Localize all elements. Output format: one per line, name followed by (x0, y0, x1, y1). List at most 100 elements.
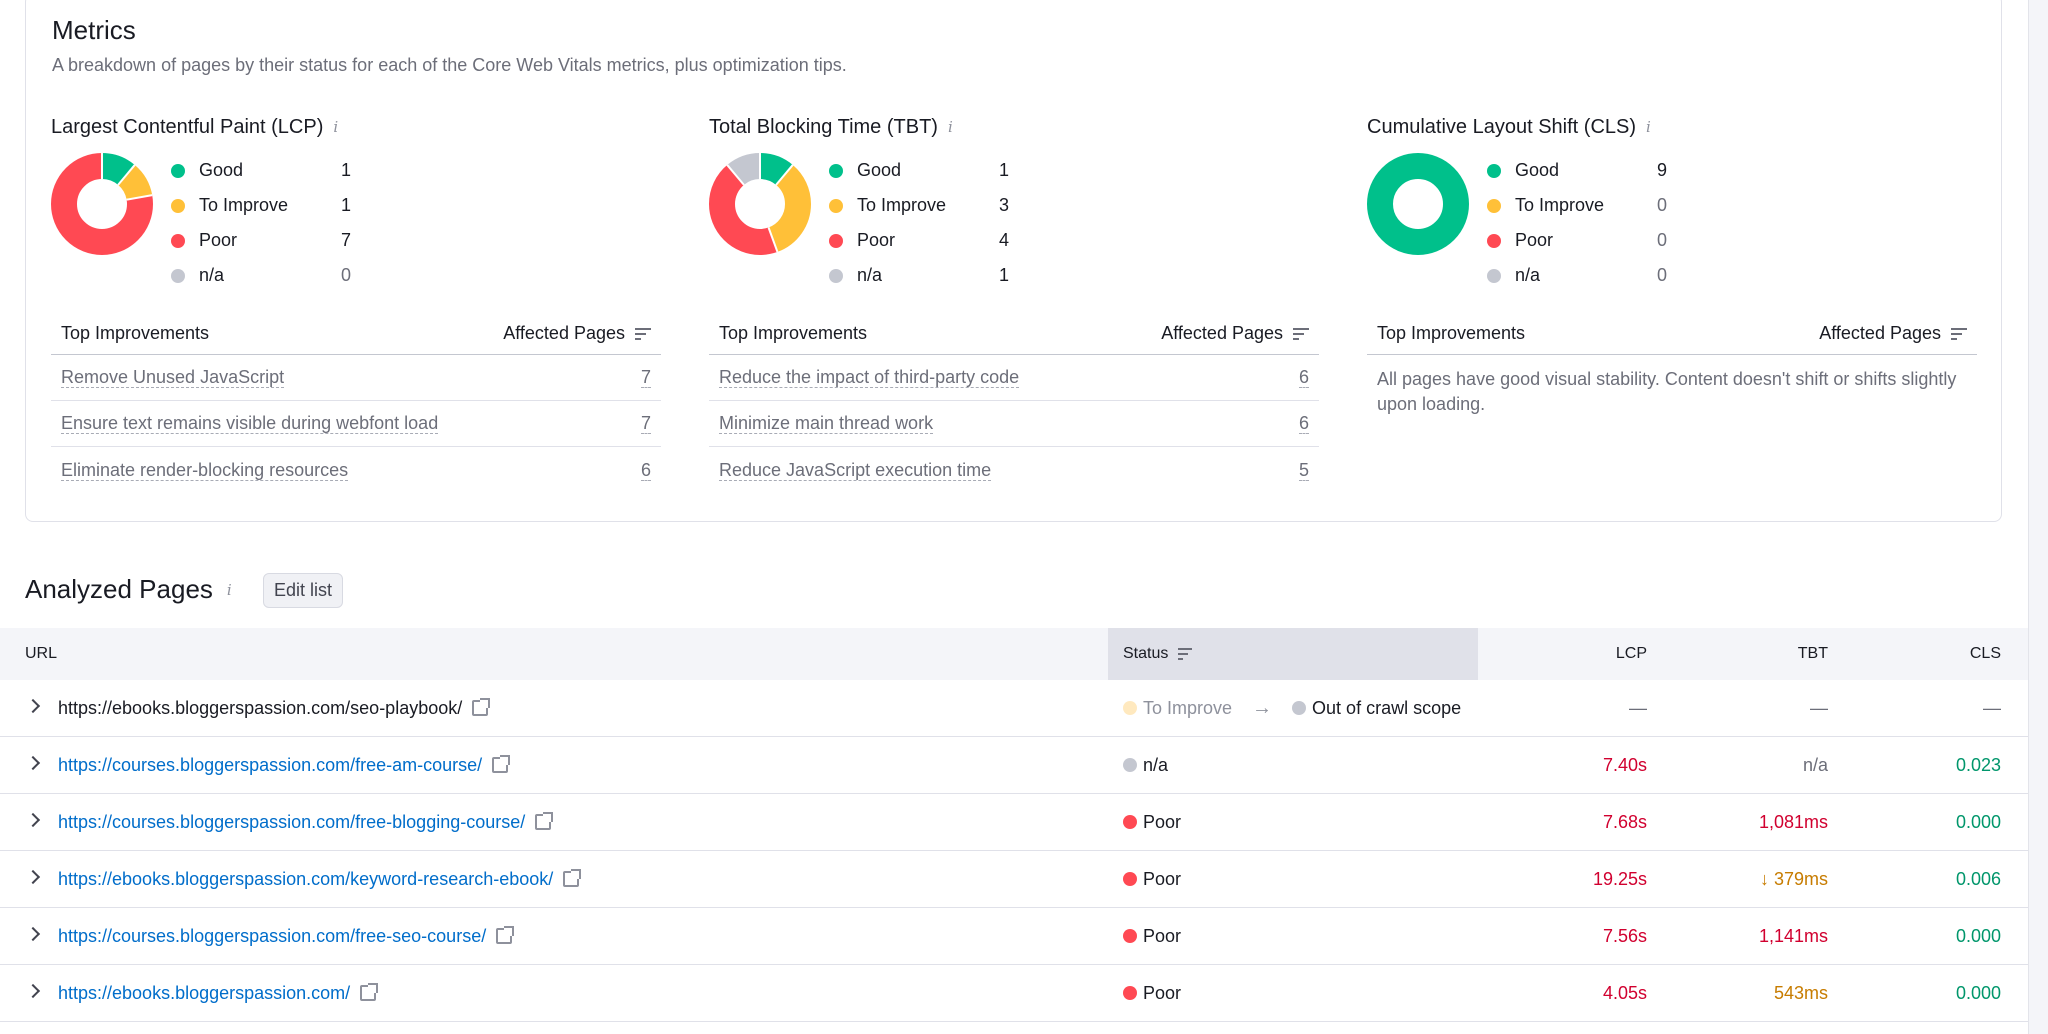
info-icon[interactable]: i (947, 118, 953, 136)
expand-chevron-icon[interactable] (25, 869, 41, 885)
improvement-link[interactable]: Reduce JavaScript execution time (719, 459, 992, 481)
column-status[interactable]: Status (1108, 628, 1478, 680)
column-cls[interactable]: CLS (1969, 645, 2001, 662)
donut-segment-to-improve[interactable] (709, 153, 811, 255)
legend-label: To Improve (199, 195, 289, 215)
cls-value: 0.000 (1955, 982, 2001, 1003)
improvement-link[interactable]: Reduce the impact of third-party code (719, 367, 1020, 388)
poor-dot-icon (1123, 872, 1137, 886)
external-link-icon[interactable] (472, 698, 491, 716)
legend-label: n/a (857, 265, 883, 285)
donut-segment-poor[interactable] (709, 153, 811, 255)
legend: Good 9 To Improve 0 Poor 0 n/a 0 (1487, 153, 1787, 293)
affected-count-link[interactable]: 7 (640, 413, 651, 434)
sort-affected-pages[interactable]: Affected Pages (1819, 323, 1967, 344)
legend-label: Good (857, 160, 902, 180)
arrow-right-icon: → (1252, 696, 1273, 719)
row-status: Poor (1123, 926, 1181, 947)
metric-title: Total Blocking Time (TBT) i (709, 113, 1319, 141)
row-status: Poor (1123, 812, 1181, 833)
legend-count: 3 (999, 195, 1010, 215)
na-dot-icon (1292, 701, 1307, 715)
improvement-link[interactable]: Remove Unused JavaScript (61, 367, 285, 388)
info-icon[interactable]: i (333, 118, 339, 136)
legend-item-good: Good 9 (1487, 153, 1787, 188)
expand-chevron-icon[interactable] (25, 926, 41, 942)
url-link[interactable]: https://courses.bloggerspassion.com/free… (58, 754, 483, 775)
row-url: https://courses.bloggerspassion.com/free… (58, 811, 554, 833)
header-top-improvements: Top Improvements (1377, 323, 1526, 343)
tbt-value: 543ms (1773, 982, 1828, 1003)
sort-affected-pages[interactable]: Affected Pages (503, 323, 651, 344)
affected-count-link[interactable]: 7 (640, 367, 651, 388)
external-link-icon[interactable] (496, 926, 515, 944)
table-row: https://ebooks.bloggerspassion.com/keywo… (0, 851, 2028, 908)
column-tbt[interactable]: TBT (1797, 645, 1828, 662)
metrics-subtitle: A breakdown of pages by their status for… (52, 55, 847, 75)
legend-count: 1 (341, 160, 352, 180)
legend: Good 1 To Improve 3 Poor 4 n/a 1 (829, 153, 1129, 293)
poor-dot-icon (171, 233, 185, 248)
sort-icon (1293, 327, 1309, 340)
row-status: To Improve → Out of crawl scope (1123, 697, 1461, 720)
improvements-table: Top Improvements Affected Pages All page… (1367, 313, 1977, 429)
legend-item-to-improve: To Improve 1 (171, 188, 471, 223)
sort-icon (1951, 327, 1967, 340)
metrics-title: Metrics (52, 15, 136, 45)
donut-segment-good[interactable] (1367, 153, 1469, 255)
legend-item-na: n/a 0 (1487, 258, 1787, 293)
legend-item-good: Good 1 (171, 153, 471, 188)
cls-value: 0.000 (1955, 925, 2001, 946)
sort-affected-pages[interactable]: Affected Pages (1161, 323, 1309, 344)
url-link[interactable]: https://ebooks.bloggerspassion.com/keywo… (58, 868, 554, 889)
improvement-link[interactable]: Minimize main thread work (719, 413, 934, 434)
affected-count-link[interactable]: 6 (1298, 413, 1309, 434)
lcp-value: 7.56s (1602, 925, 1647, 946)
donut-separator (126, 194, 153, 201)
legend-label: Good (1515, 160, 1560, 180)
url-link[interactable]: https://ebooks.bloggerspassion.com/seo-p… (58, 697, 463, 718)
url-link[interactable]: https://courses.bloggerspassion.com/free… (58, 811, 526, 832)
url-link[interactable]: https://ebooks.bloggerspassion.com/ (58, 982, 351, 1003)
improvement-link[interactable]: Ensure text remains visible during webfo… (61, 413, 439, 434)
lcp-value: — (1629, 697, 1647, 718)
tbt-value-text: 379ms (1773, 868, 1828, 889)
column-lcp[interactable]: LCP (1615, 645, 1647, 662)
improvement-link[interactable]: Eliminate render-blocking resources (61, 459, 349, 481)
donut-separator (767, 227, 779, 253)
expand-chevron-icon[interactable] (25, 755, 41, 771)
url-link[interactable]: https://courses.bloggerspassion.com/free… (58, 925, 487, 946)
row-url: https://courses.bloggerspassion.com/free… (58, 925, 515, 947)
expand-chevron-icon[interactable] (25, 983, 41, 999)
info-icon[interactable]: i (226, 580, 232, 599)
external-link-icon[interactable] (360, 983, 379, 1001)
expand-chevron-icon[interactable] (25, 812, 41, 828)
expand-chevron-icon[interactable] (25, 698, 41, 714)
edit-list-button[interactable]: Edit list (263, 573, 344, 608)
status-text: Poor (1143, 925, 1182, 946)
to-improve-dot-icon (829, 198, 843, 213)
improvements-header: Top Improvements Affected Pages (709, 313, 1319, 355)
external-link-icon[interactable] (535, 812, 554, 830)
external-link-icon[interactable] (492, 755, 511, 773)
cls-value: — (1983, 697, 2001, 718)
affected-count-link[interactable]: 6 (640, 459, 651, 481)
metric-title: Largest Contentful Paint (LCP) i (51, 113, 661, 141)
column-url: URL (25, 645, 58, 662)
improvements-table: Top Improvements Affected Pages Remove U… (51, 313, 661, 493)
column-status-label: Status (1123, 645, 1169, 662)
improvement-row: Ensure text remains visible during webfo… (51, 401, 661, 447)
sort-icon (1178, 648, 1194, 660)
legend-count: 9 (1657, 160, 1668, 180)
info-icon[interactable]: i (1646, 118, 1651, 136)
row-url: https://ebooks.bloggerspassion.com/seo-p… (58, 697, 491, 719)
legend-item-na: n/a 0 (171, 258, 471, 293)
external-link-icon[interactable] (563, 869, 582, 887)
affected-count-link[interactable]: 6 (1298, 367, 1309, 388)
to-improve-dot-icon (1487, 198, 1501, 213)
header-affected-pages: Affected Pages (1161, 323, 1283, 343)
cls-value: 0.000 (1955, 811, 2001, 832)
lcp-value: 19.25s (1592, 868, 1647, 889)
affected-count-link[interactable]: 5 (1298, 459, 1309, 481)
vertical-scrollbar[interactable] (2028, 0, 2048, 1034)
